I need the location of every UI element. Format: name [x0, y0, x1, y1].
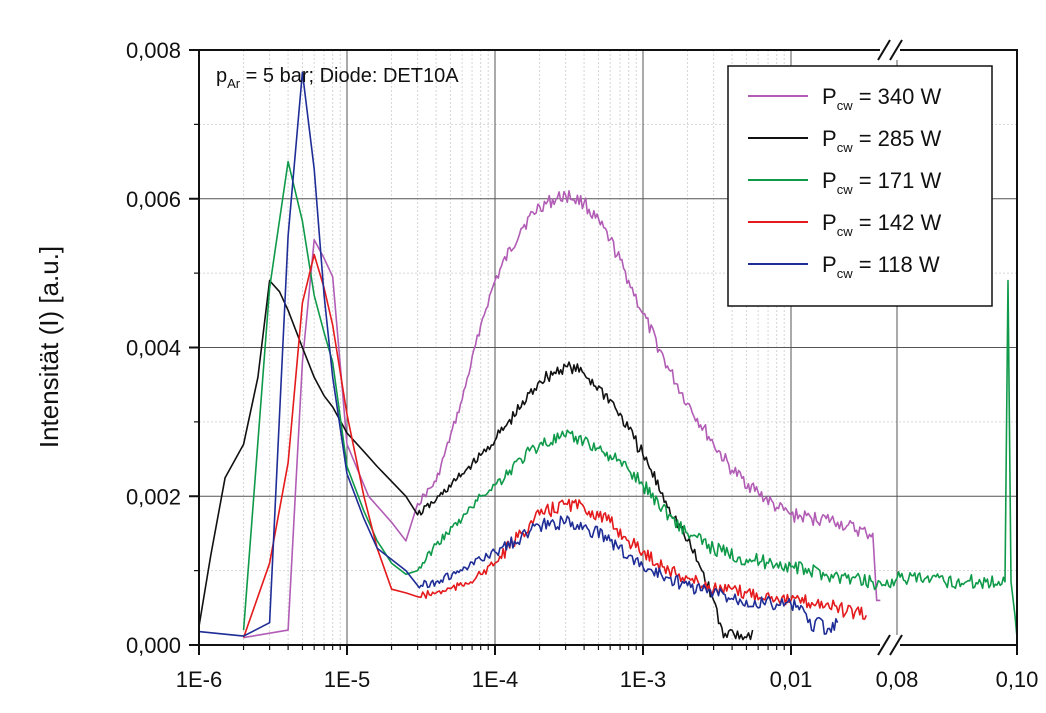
- axis-break-mark: [889, 634, 903, 656]
- y-axis-label: Intensität (I) [a.u.]: [34, 246, 64, 448]
- series-line: [198, 71, 839, 637]
- legend-box: [727, 65, 993, 307]
- series-line: [243, 190, 881, 639]
- series-line: [242, 253, 868, 638]
- axis-ticks: [189, 49, 1018, 655]
- annotation: pAr = 5 bar; Diode: DET10A: [216, 65, 459, 91]
- x-tick-label: 0,08: [876, 667, 919, 692]
- legend-label: Pcw = 142 W: [822, 210, 941, 239]
- legend-items: Pcw = 340 W Pcw = 285 W Pcw = 171 W Pcw = 1…: [748, 84, 941, 281]
- legend-label: Pcw = 340 W: [822, 84, 941, 113]
- y-tick-label: 0,000: [126, 633, 181, 658]
- x-tick-label: 1E-4: [472, 667, 518, 692]
- x-tick-label: 0,01: [770, 667, 813, 692]
- axis-labels: 1E-6 1E-5 1E-4 1E-3 0,01 0,08 0,10 0,000 0,002 0,…: [126, 38, 1038, 692]
- annotation-rest: = 5 bar; Diode: DET10A: [240, 65, 459, 87]
- series-line: [242, 160, 1018, 638]
- axis-break-mark: [889, 39, 903, 61]
- annotation-sub: Ar: [227, 76, 241, 91]
- legend-label: Pcw = 171 W: [822, 168, 941, 197]
- axis-break-marks: [877, 39, 903, 656]
- y-tick-label: 0,004: [126, 336, 181, 361]
- series-layer: [198, 71, 1018, 641]
- legend: Pcw = 340 W Pcw = 285 W Pcw = 171 W Pcw = 1…: [727, 65, 993, 307]
- legend-label: Pcw = 118 W: [822, 252, 940, 281]
- axis-break-mark: [877, 634, 891, 656]
- y-tick-label: 0,002: [126, 484, 181, 509]
- x-tick-label: 1E-5: [324, 667, 370, 692]
- x-tick-label: 0,10: [996, 667, 1039, 692]
- annotation-lead: p: [216, 65, 227, 87]
- legend-label: Pcw = 285 W: [822, 126, 941, 155]
- x-tick-label: 1E-3: [620, 667, 666, 692]
- y-tick-label: 0,006: [126, 187, 181, 212]
- y-tick-label: 0,008: [126, 38, 181, 63]
- x-tick-label: 1E-6: [176, 667, 222, 692]
- axis-break-mark: [877, 39, 891, 61]
